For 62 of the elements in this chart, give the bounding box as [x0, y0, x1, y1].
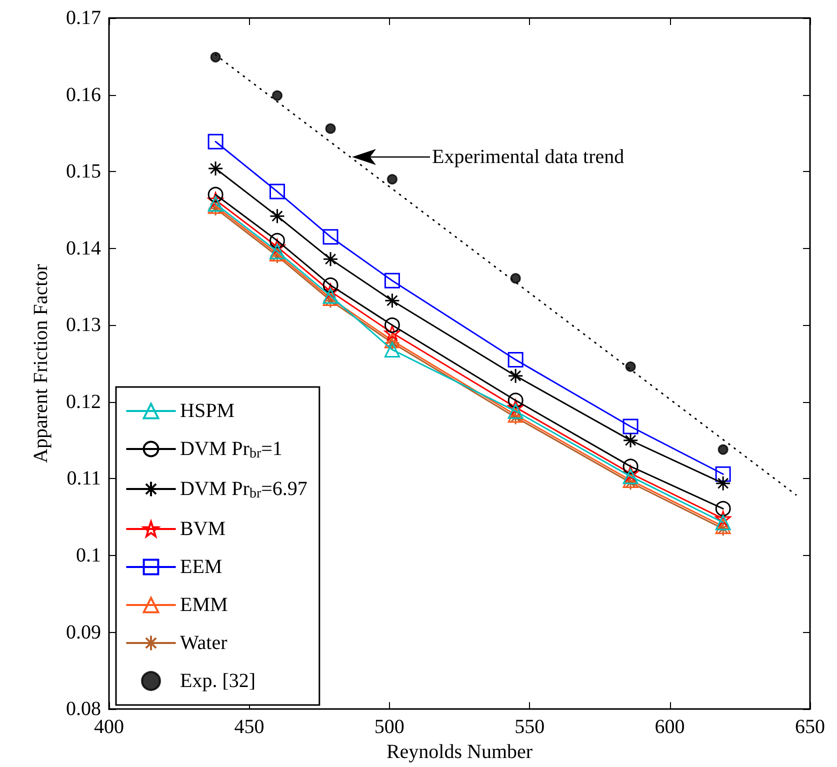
y-tick-label: 0.14	[66, 237, 101, 260]
y-axis-title: Apparent Friction Factor	[30, 264, 52, 463]
x-tick-label: 500	[374, 716, 404, 738]
point	[208, 134, 224, 150]
point	[508, 392, 524, 408]
legend-label: Exp. [32]	[180, 670, 256, 692]
point	[622, 458, 638, 474]
point	[269, 208, 285, 224]
point	[208, 192, 224, 208]
point	[715, 466, 731, 482]
point	[622, 468, 638, 484]
y-tick-label: 0.09	[66, 621, 101, 644]
point	[322, 284, 338, 300]
legend-label: EMM	[180, 594, 228, 616]
y-tick-label: 0.11	[66, 468, 101, 490]
point	[384, 272, 400, 288]
point	[508, 403, 524, 419]
legend-label: Water	[180, 632, 228, 654]
point	[208, 160, 224, 176]
point	[715, 514, 731, 530]
point	[386, 174, 398, 185]
point	[510, 273, 521, 284]
y-tick-label: 0.12	[66, 390, 101, 413]
point	[325, 123, 336, 134]
point	[384, 342, 400, 358]
y-tick-label: 0.17	[66, 7, 101, 29]
point	[269, 239, 285, 255]
point	[384, 325, 400, 341]
x-tick-label: 550	[514, 716, 545, 738]
point	[718, 444, 728, 455]
point	[322, 229, 338, 245]
x-tick-label: 600	[654, 716, 685, 738]
legend-label: EEM	[180, 556, 222, 578]
point	[322, 277, 338, 293]
point	[622, 418, 638, 434]
y-tick-label: 0.13	[66, 314, 101, 336]
legend-label: BVM	[180, 518, 226, 540]
point	[269, 184, 285, 200]
point	[715, 500, 731, 516]
point	[272, 90, 282, 101]
point	[715, 476, 731, 492]
legend-label: HSPM	[180, 400, 235, 422]
point	[210, 52, 221, 62]
point	[322, 251, 338, 267]
point	[508, 400, 524, 416]
y-tick-label: 0.16	[66, 84, 101, 106]
annotation: Experimental data trend	[432, 146, 624, 168]
point	[270, 232, 285, 248]
point	[622, 432, 638, 448]
y-tick-label: 0.1	[76, 544, 101, 567]
point	[208, 186, 224, 202]
point	[384, 292, 400, 308]
x-tick-label: 650	[795, 716, 825, 738]
point	[625, 361, 636, 372]
x-axis-title: Reynolds Number	[386, 741, 533, 763]
point	[508, 368, 524, 384]
point	[715, 510, 731, 526]
x-tick-label: 450	[234, 716, 264, 738]
point	[384, 317, 400, 333]
point	[622, 466, 638, 482]
point	[508, 352, 524, 368]
y-tick-label: 0.15	[66, 160, 101, 183]
